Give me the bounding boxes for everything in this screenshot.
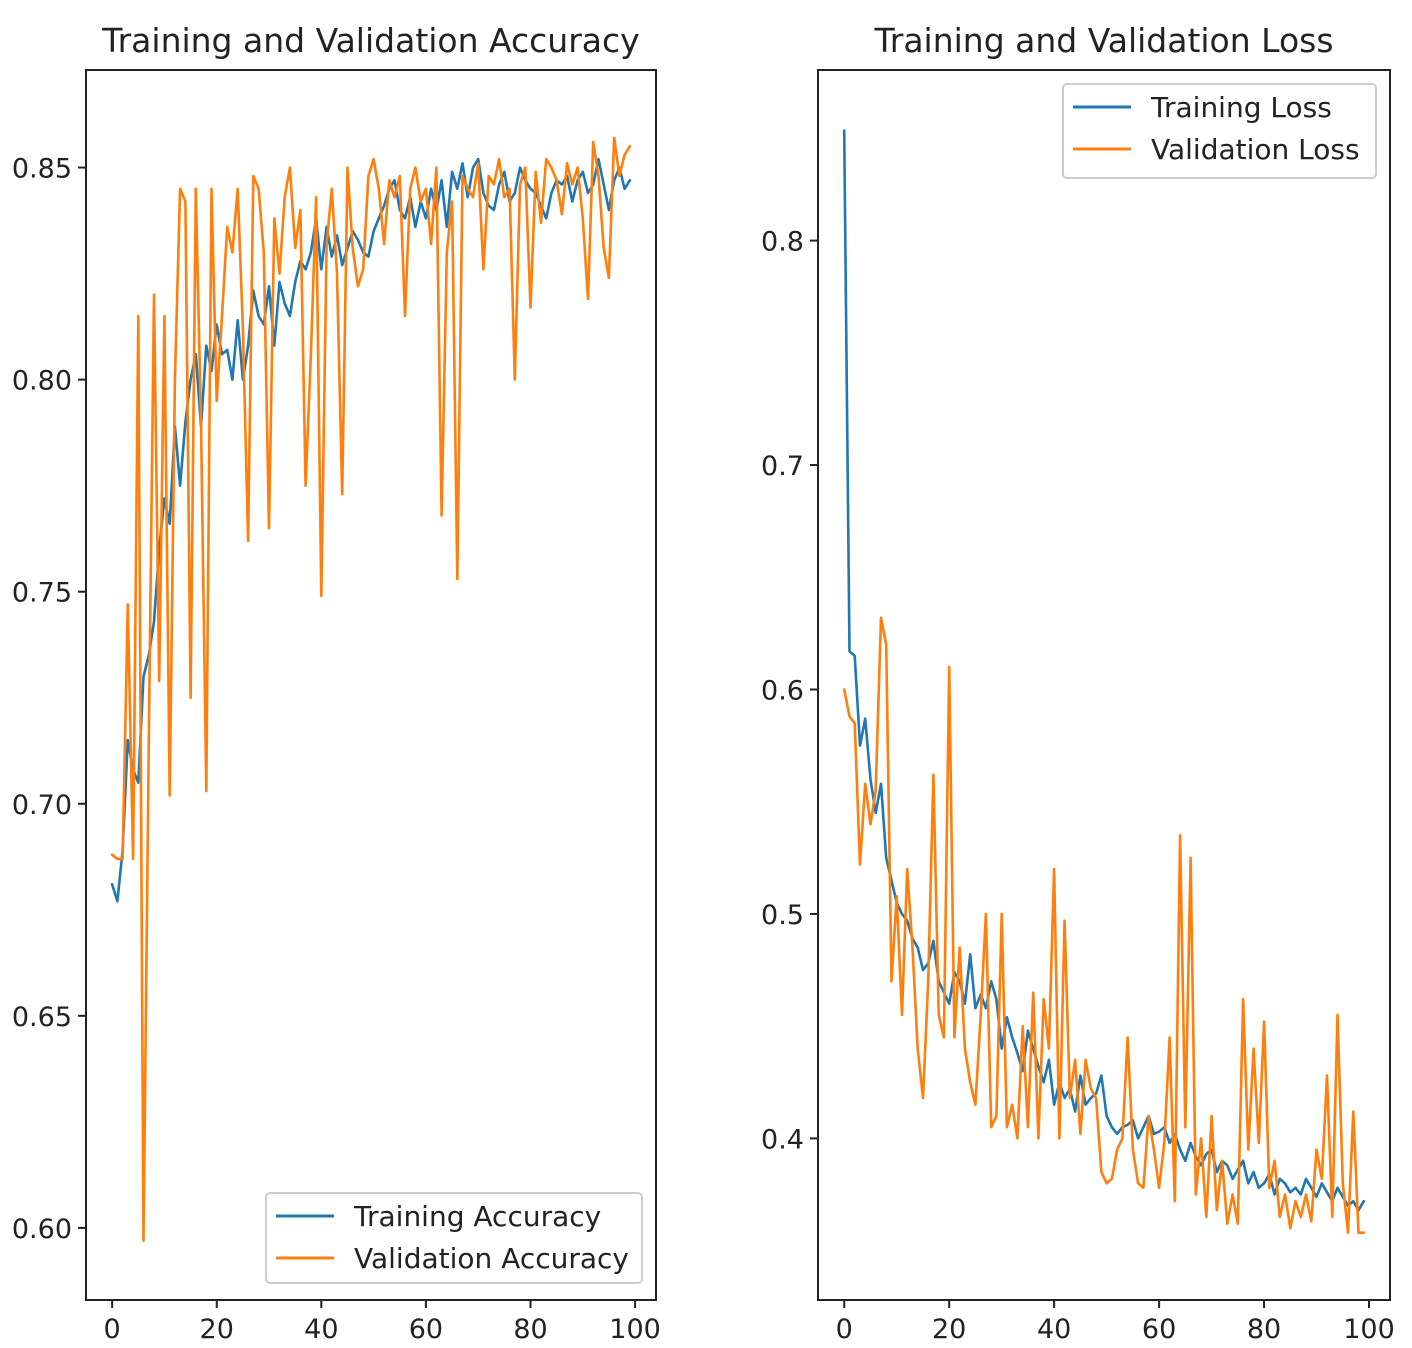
x-tick-label: 100: [1343, 1314, 1395, 1345]
accuracy-chart: Training and Validation Accuracy 0 20 40 60…: [12, 21, 661, 1345]
y-tick-label: 0.8: [761, 227, 804, 258]
loss-chart: Training and Validation Loss 0 20 40 60 80 10…: [761, 21, 1395, 1345]
axes-frame: [817, 69, 1391, 1301]
y-axis: 0.4 0.5 0.6 0.7 0.8: [761, 227, 818, 1155]
x-tick-label: 20: [200, 1314, 234, 1345]
x-tick-label: 60: [1142, 1314, 1176, 1345]
legend-box: [265, 1192, 643, 1284]
y-tick-label: 0.75: [12, 578, 72, 609]
x-tick-label: 0: [104, 1314, 121, 1345]
legend-label-validation-accuracy: Validation Accuracy: [354, 1242, 629, 1275]
x-tick-label: 0: [836, 1314, 853, 1345]
x-tick-label: 60: [409, 1314, 443, 1345]
series-line-training-accuracy: [110, 157, 632, 903]
x-axis: 0 20 40 60 80 100: [836, 1300, 1395, 1345]
series-line-validation-accuracy: [110, 136, 632, 1242]
plot-area: [842, 129, 1366, 1234]
y-tick-label: 0.6: [761, 675, 804, 706]
chart-title: Training and Validation Loss: [873, 21, 1333, 60]
x-axis: 0 20 40 60 80 100: [104, 1300, 661, 1345]
x-tick-label: 40: [304, 1314, 338, 1345]
series-line-validation-loss: [842, 616, 1366, 1234]
y-tick-label: 0.60: [12, 1214, 72, 1245]
x-tick-label: 40: [1037, 1314, 1071, 1345]
y-tick-label: 0.4: [761, 1124, 804, 1155]
legend-label-training-loss: Training Loss: [1150, 91, 1332, 124]
y-tick-label: 0.65: [12, 1002, 72, 1033]
x-tick-label: 80: [1247, 1314, 1281, 1345]
legend: Training Loss Validation Loss: [1062, 83, 1377, 179]
y-axis: 0.60 0.65 0.70 0.75 0.80 0.85: [12, 154, 86, 1245]
y-tick-label: 0.85: [12, 154, 72, 185]
x-tick-label: 20: [932, 1314, 966, 1345]
y-tick-label: 0.80: [12, 366, 72, 397]
y-tick-label: 0.70: [12, 790, 72, 821]
y-tick-label: 0.7: [761, 451, 804, 482]
legend: Training Accuracy Validation Accuracy: [265, 1192, 643, 1284]
chart-title: Training and Validation Accuracy: [101, 21, 639, 60]
x-tick-label: 100: [609, 1314, 661, 1345]
x-tick-label: 80: [513, 1314, 547, 1345]
axes-frame: [85, 69, 657, 1301]
y-tick-label: 0.5: [761, 900, 804, 931]
plot-area: [110, 136, 632, 1242]
legend-label-validation-loss: Validation Loss: [1151, 133, 1360, 166]
legend-label-training-accuracy: Training Accuracy: [353, 1200, 601, 1233]
legend-box: [1062, 83, 1377, 179]
